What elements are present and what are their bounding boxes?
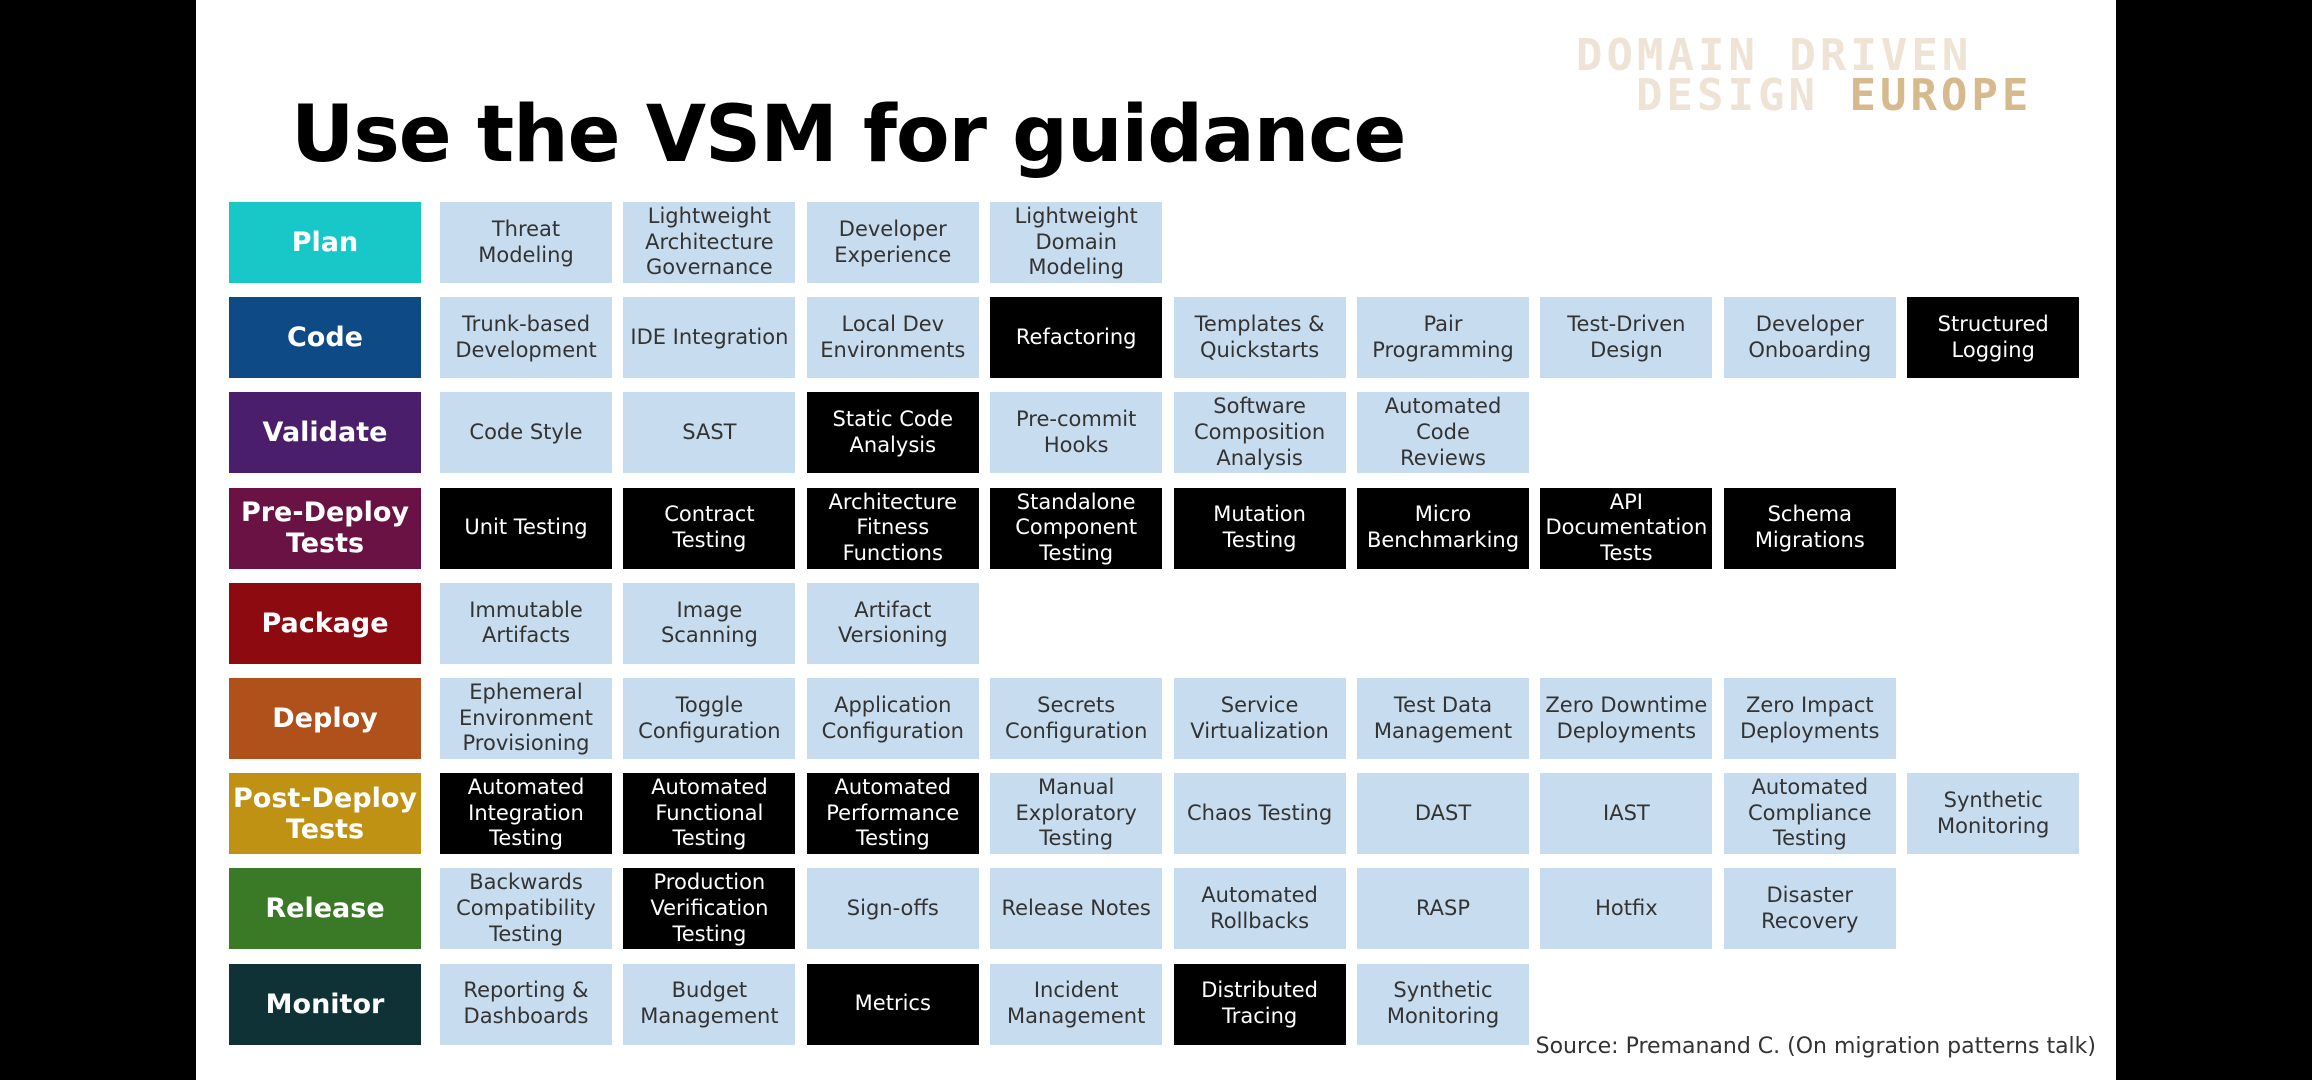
practice-cell: Zero Downtime Deployments	[1540, 678, 1713, 759]
practice-cell: API Documentation Tests	[1540, 487, 1713, 569]
practice-cell: Automated Performance Testing	[806, 773, 979, 855]
logo-line-2: DESIGN EUROPE	[1636, 70, 2032, 121]
practice-cell: Release Notes	[990, 868, 1163, 950]
practice-cell: SAST	[623, 392, 796, 474]
practice-cell: IAST	[1540, 773, 1713, 855]
stage-monitor: Monitor	[229, 963, 421, 1045]
practice-cell: Ephemeral Environment Provisioning	[440, 678, 612, 759]
practice-cell: Application Configuration	[806, 678, 979, 759]
stage-package: Package	[229, 582, 421, 664]
practice-cell: Micro Benchmarking	[1357, 487, 1529, 569]
stage-validate: Validate	[229, 392, 421, 474]
practice-cell: Unit Testing	[440, 487, 612, 569]
practice-cell: Developer Onboarding	[1723, 297, 1896, 379]
practice-cell: Lightweight Domain Modeling	[990, 202, 1163, 283]
stage-plan: Plan	[229, 202, 421, 283]
practice-cell: Secrets Configuration	[990, 678, 1163, 759]
practice-cell: Threat Modeling	[440, 202, 612, 283]
practice-cell: Trunk-based Development	[440, 297, 612, 379]
practice-cell: Immutable Artifacts	[440, 582, 612, 664]
logo-design: DESIGN	[1636, 70, 1819, 121]
practice-cell: Static Code Analysis	[806, 392, 979, 474]
source-note: Source: Premanand C. (On migration patte…	[1535, 1034, 2096, 1059]
practice-cell: Hotfix	[1540, 868, 1713, 950]
practice-cell: Zero Impact Deployments	[1723, 678, 1896, 759]
practice-cell: Structured Logging	[1907, 297, 2080, 379]
stage-pre-deploy-tests: Pre-Deploy Tests	[229, 487, 421, 569]
ddd-europe-logo: DOMAIN DRIVEN DESIGN EUROPE	[1576, 30, 2066, 121]
practice-cell: Synthetic Monitoring	[1357, 963, 1529, 1045]
stage-deploy: Deploy	[229, 678, 421, 759]
practice-cell: Test-Driven Design	[1540, 297, 1713, 379]
practice-cell: Contract Testing	[623, 487, 796, 569]
practice-cell: Backwards Compatibility Testing	[440, 868, 612, 950]
practice-cell: Automated Integration Testing	[440, 773, 612, 855]
practice-cell: Refactoring	[990, 297, 1163, 379]
practice-cell: Code Style	[440, 392, 612, 474]
practice-cell: Test Data Management	[1357, 678, 1529, 759]
practice-cell: RASP	[1357, 868, 1529, 950]
stage-post-deploy-tests: Post-Deploy Tests	[229, 773, 421, 855]
practice-cell: Metrics	[806, 963, 979, 1045]
practice-cell: DAST	[1357, 773, 1529, 855]
practice-cell: Automated Functional Testing	[623, 773, 796, 855]
practice-cell: Chaos Testing	[1173, 773, 1346, 855]
practice-cell: Architecture Fitness Functions	[806, 487, 979, 569]
practice-cell: Synthetic Monitoring	[1907, 773, 2080, 855]
practice-cell: Automated Rollbacks	[1173, 868, 1346, 950]
practice-cell: Developer Experience	[806, 202, 979, 283]
practice-cell: Schema Migrations	[1723, 487, 1896, 569]
stage-code: Code	[229, 297, 421, 379]
practice-cell: Automated Code Reviews	[1357, 392, 1529, 474]
practice-cell: Image Scanning	[623, 582, 796, 664]
practice-cell: Automated Compliance Testing	[1723, 773, 1896, 855]
practice-cell: Production Verification Testing	[623, 868, 796, 950]
slide: Use the VSM for guidance DOMAIN DRIVEN D…	[196, 0, 2116, 1080]
practice-cell: Mutation Testing	[1173, 487, 1346, 569]
practice-cell: Disaster Recovery	[1723, 868, 1896, 950]
practice-cell: Manual Exploratory Testing	[990, 773, 1163, 855]
logo-line-1: DOMAIN DRIVEN	[1576, 30, 1973, 81]
practice-cell: Software Composition Analysis	[1173, 392, 1346, 474]
practice-cell: Budget Management	[623, 963, 796, 1045]
stage-release: Release	[229, 868, 421, 950]
practice-cell: Pair Programming	[1357, 297, 1529, 379]
practice-cell: Incident Management	[990, 963, 1163, 1045]
practice-cell: Standalone Component Testing	[990, 487, 1163, 569]
practice-cell: Toggle Configuration	[623, 678, 796, 759]
practice-cell: Pre-commit Hooks	[990, 392, 1163, 474]
practice-cell: Reporting & Dashboards	[440, 963, 612, 1045]
logo-europe: EUROPE	[1849, 70, 2033, 121]
practice-cell: Templates & Quickstarts	[1173, 297, 1346, 379]
practice-cell: Distributed Tracing	[1173, 963, 1346, 1045]
page-title: Use the VSM for guidance	[291, 90, 1406, 180]
practice-cell: Service Virtualization	[1173, 678, 1346, 759]
practice-cell: Artifact Versioning	[806, 582, 979, 664]
practice-cell: Local Dev Environments	[806, 297, 979, 379]
practice-cell: IDE Integration	[623, 297, 796, 379]
practice-cell: Lightweight Architecture Governance	[623, 202, 796, 283]
practice-cell: Sign-offs	[806, 868, 979, 950]
